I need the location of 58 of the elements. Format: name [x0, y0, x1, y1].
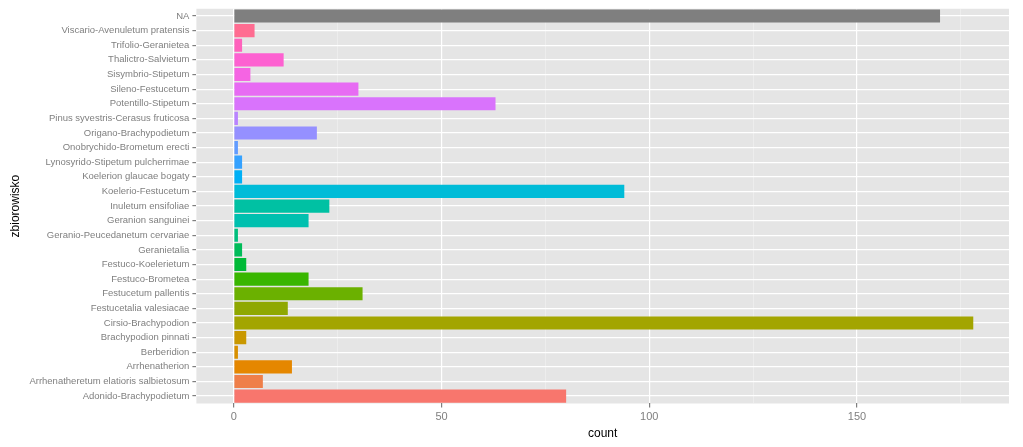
y-tick-label: Lynosyrido-Stipetum pulcherrimae [45, 155, 190, 167]
bar [234, 389, 567, 403]
y-tick-label: Brachypodion pinnati [100, 331, 190, 343]
bar [234, 24, 255, 38]
y-tick-label: Origano-Brachypodietum [83, 126, 190, 138]
bar [234, 228, 238, 242]
bar [234, 141, 238, 155]
bar [234, 67, 251, 82]
bar [234, 53, 284, 67]
y-tick-label: Trifolio-Geranietea [111, 38, 191, 50]
x-axis-title: count [588, 426, 619, 441]
y-tick-label: Onobrychido-Brometum erecti [62, 141, 190, 153]
x-tick-label: 50 [435, 410, 448, 423]
y-tick-label: Sisymbrio-Stipetum [107, 68, 190, 80]
bar [234, 184, 625, 199]
y-tick-label: Koelerion glaucae bogaty [82, 170, 190, 182]
bar [234, 316, 974, 330]
y-tick-label: Adonido-Brachypodietum [82, 389, 190, 401]
y-tick-label: Arrhenatheretum elatioris salbietosum [29, 375, 190, 387]
bar [234, 126, 317, 140]
y-tick-label: Pinus syvestris-Cerasus fruticosa [48, 111, 191, 123]
bar [234, 243, 243, 257]
bar [234, 360, 292, 374]
bar [234, 257, 247, 272]
x-tick-label: 150 [847, 410, 867, 423]
x-tick-label: 0 [230, 410, 237, 423]
y-tick-label: Viscario-Avenuletum pratensis [61, 24, 190, 36]
bar [234, 331, 247, 345]
bar [234, 82, 359, 96]
y-tick-label: Arrhenatherion [126, 360, 190, 372]
bar [234, 170, 243, 184]
bar [234, 345, 238, 359]
bar [234, 272, 309, 286]
x-tick-label: 100 [640, 410, 659, 423]
bar [234, 97, 496, 111]
y-axis-title: zbiorowisko [7, 174, 22, 238]
y-tick-label: Geranion sanguinei [106, 214, 190, 226]
bar [234, 155, 243, 169]
bar [234, 38, 243, 52]
y-tick-label: Sileno-Festucetum [110, 82, 190, 94]
y-tick-label: Cirsio-Brachypodion [103, 316, 190, 328]
y-tick-label: Festucetalia valesiacae [90, 302, 190, 313]
y-tick-label: Festuco-Brometea [111, 272, 191, 284]
bar [234, 301, 288, 315]
y-tick-label: Inuletum ensifoliae [110, 199, 190, 211]
y-tick-label: Berberidion [140, 345, 190, 357]
y-tick-label: Potentillo-Stipetum [109, 97, 190, 109]
bar [234, 287, 363, 301]
y-tick-label: NA [176, 9, 191, 21]
bar [234, 9, 941, 23]
y-tick-label: Thalictro-Salvietum [108, 53, 190, 65]
y-tick-label: Festucetum pallentis [102, 287, 190, 299]
bar [234, 374, 263, 389]
y-tick-label: Festuco-Koelerietum [101, 258, 190, 270]
bar [234, 111, 238, 125]
y-tick-label: Geranio-Peucedanetum cervariae [46, 228, 190, 240]
y-tick-label: Koelerio-Festucetum [101, 185, 190, 197]
y-tick-label: Geranietalia [138, 243, 191, 255]
